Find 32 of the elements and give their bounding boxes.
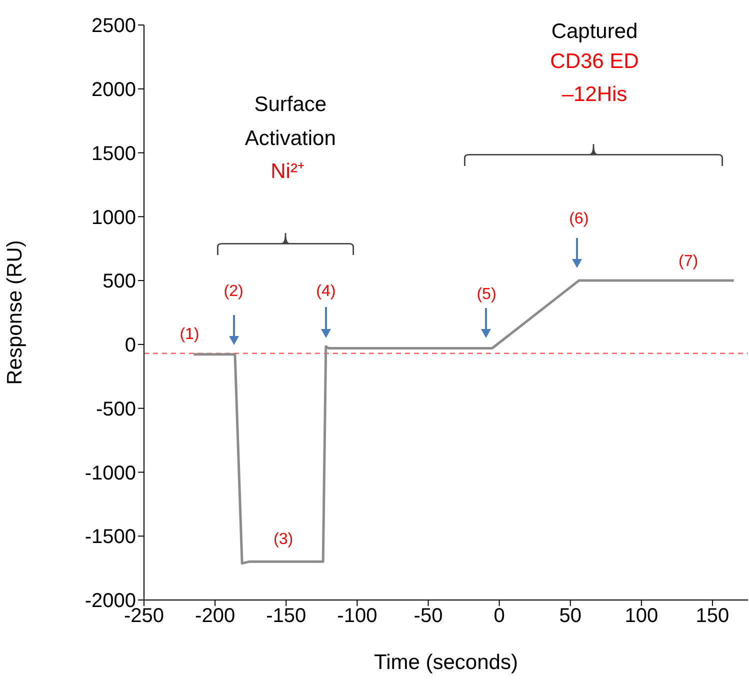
- y-tick-label: 1500: [92, 142, 136, 165]
- y-axis-title: Response (RU): [3, 240, 26, 385]
- annotation: Captured: [551, 20, 638, 43]
- annotation: Ni²⁺: [270, 160, 304, 183]
- y-tick-label: 500: [102, 270, 136, 293]
- x-tick-label: -200: [195, 605, 236, 628]
- y-tick-label: 0: [124, 334, 136, 357]
- annotation: (6): [569, 210, 589, 228]
- annotation: (2): [224, 282, 244, 300]
- y-tick-label: -1000: [84, 462, 136, 484]
- annotation: (1): [180, 326, 200, 343]
- annotation: Surface: [254, 92, 327, 116]
- annotation: (3): [273, 530, 294, 548]
- annotation: (7): [678, 252, 698, 270]
- y-tick-label: -500: [96, 398, 136, 420]
- x-tick-label: -150: [266, 605, 306, 628]
- annotation: –12His: [562, 83, 628, 106]
- x-tick-label: -50: [414, 605, 443, 628]
- annotation: (5): [476, 286, 496, 304]
- y-tick-label: -1500: [84, 526, 136, 548]
- y-tick-label: 1000: [92, 206, 136, 229]
- annotation: Activation: [244, 126, 336, 150]
- x-tick-label: 50: [559, 605, 582, 628]
- x-tick-label: 0: [494, 605, 505, 628]
- x-tick-label: 150: [696, 605, 730, 628]
- x-tick-label: -100: [337, 605, 378, 628]
- x-tick-label: 100: [624, 605, 658, 628]
- x-axis-title: Time (seconds): [374, 651, 518, 674]
- y-tick-label: 2500: [92, 15, 136, 38]
- annotation: (4): [316, 282, 336, 300]
- annotation: CD36 ED: [550, 50, 639, 73]
- y-tick-label: 2000: [92, 78, 136, 101]
